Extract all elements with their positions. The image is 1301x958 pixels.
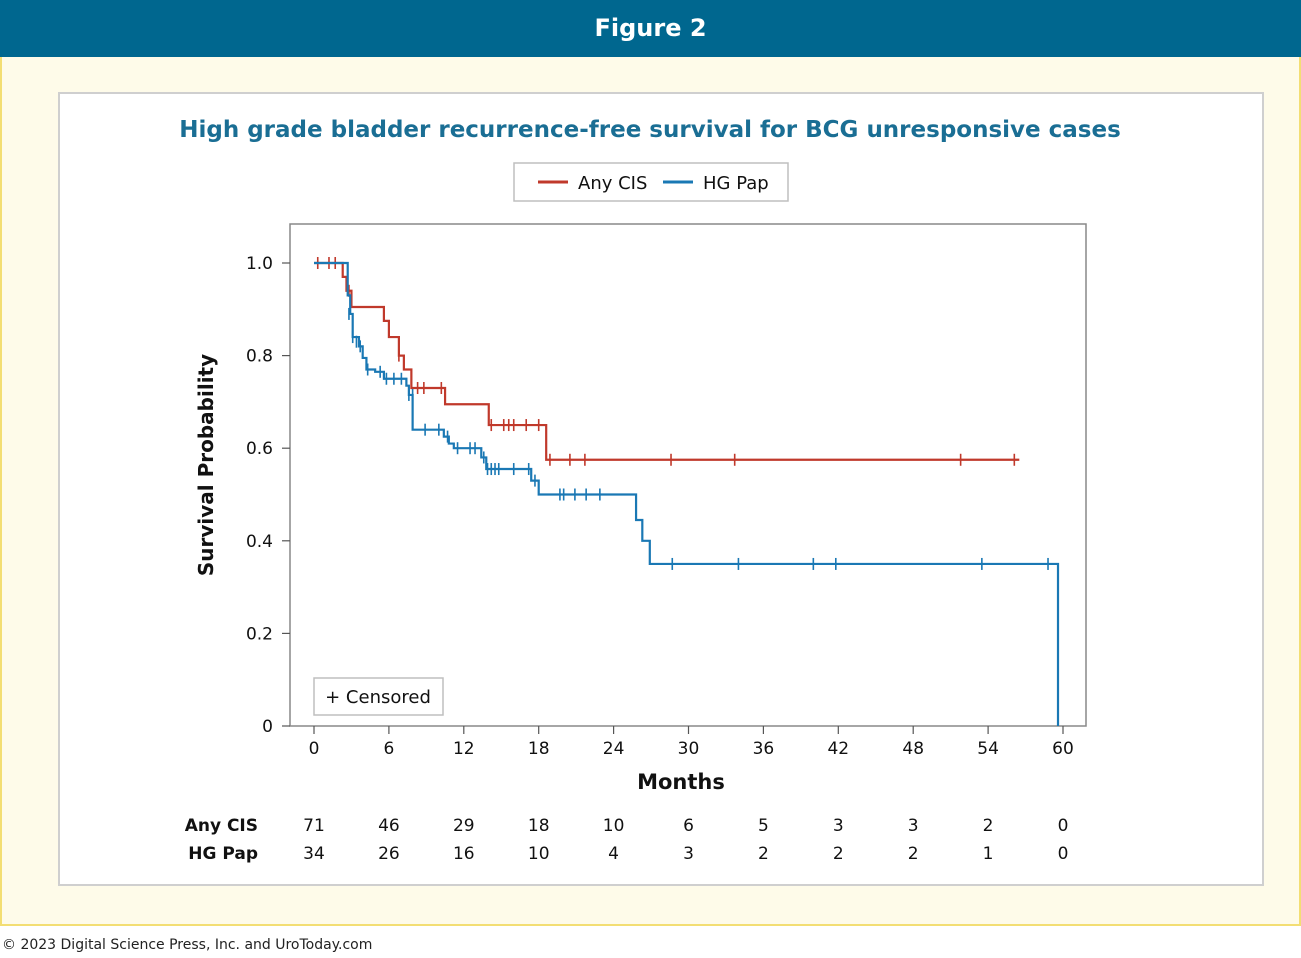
risk-table-count: 4	[608, 844, 619, 864]
risk-table-count: 5	[758, 816, 769, 836]
risk-table-count: 2	[758, 844, 769, 864]
risk-table-count: 10	[528, 844, 550, 864]
x-tick-label: 48	[902, 739, 924, 759]
x-tick-label: 36	[753, 739, 775, 759]
censored-legend: + Censored	[313, 677, 444, 716]
x-tick-label: 6	[383, 739, 394, 759]
risk-table-count: 2	[908, 844, 919, 864]
risk-table-count: 71	[303, 816, 325, 836]
risk-table-count: 3	[908, 816, 919, 836]
y-tick-label: 0.6	[246, 439, 273, 459]
censored-legend-box	[313, 677, 444, 716]
x-tick-label: 54	[977, 739, 999, 759]
x-tick-label: 18	[528, 739, 550, 759]
x-axis: 0 6 12 18 24 30 36 42 48 54 60	[309, 726, 1074, 759]
x-tick-label: 0	[309, 739, 320, 759]
x-tick-label: 42	[827, 739, 849, 759]
plot-frame	[289, 223, 1087, 727]
risk-table-count: 6	[683, 816, 694, 836]
x-tick-label: 60	[1052, 739, 1074, 759]
series-layer	[314, 257, 1060, 726]
risk-table-count: 0	[1058, 816, 1069, 836]
x-tick-label: 30	[678, 739, 700, 759]
risk-table-count: 18	[528, 816, 550, 836]
y-tick-label: 0.8	[246, 347, 273, 367]
risk-table-row-label: Any CIS	[185, 816, 258, 836]
survival-curve-any-cis	[314, 261, 1020, 461]
risk-table-count: 0	[1058, 844, 1069, 864]
risk-table-count: 2	[983, 816, 994, 836]
y-tick-label: 0	[262, 717, 273, 737]
y-axis-label: Survival Probability	[194, 354, 218, 576]
risk-table: Any CIS 71 46 29 18 10 6 5 3 3 2 0HG Pap 34 26 16 10 4 3 2…	[185, 816, 1069, 864]
survival-curve-hg-pap	[314, 261, 1060, 726]
figure-header: Figure 2	[0, 0, 1301, 57]
y-tick-label: 0.4	[246, 532, 273, 552]
copyright-notice: © 2023 Digital Science Press, Inc. and U…	[2, 937, 373, 953]
legend-label-hg-pap: HG Pap	[703, 173, 769, 194]
risk-table-count: 1	[983, 844, 994, 864]
risk-table-count: 10	[603, 816, 625, 836]
chart-title: High grade bladder recurrence-free survi…	[179, 117, 1121, 143]
risk-table-count: 3	[833, 816, 844, 836]
risk-table-count: 34	[303, 844, 325, 864]
risk-table-count: 46	[378, 816, 400, 836]
legend-label-any-cis: Any CIS	[578, 173, 647, 194]
risk-table-count: 29	[453, 816, 475, 836]
x-tick-label: 12	[453, 739, 475, 759]
legend: Any CIS HG Pap	[513, 162, 789, 202]
y-tick-label: 0.2	[246, 624, 273, 644]
censored-legend-label: + Censored	[325, 687, 431, 708]
figure-label: Figure 2	[594, 14, 707, 42]
x-axis-label: Months	[637, 770, 725, 794]
risk-table-count: 16	[453, 844, 475, 864]
risk-table-count: 2	[833, 844, 844, 864]
x-tick-label: 24	[603, 739, 625, 759]
risk-table-row-label: HG Pap	[188, 844, 258, 864]
y-axis: 0 0.2 0.4 0.6 0.8 1.0	[246, 254, 290, 737]
y-tick-label: 1.0	[246, 254, 273, 274]
risk-table-count: 3	[683, 844, 694, 864]
risk-table-count: 26	[378, 844, 400, 864]
